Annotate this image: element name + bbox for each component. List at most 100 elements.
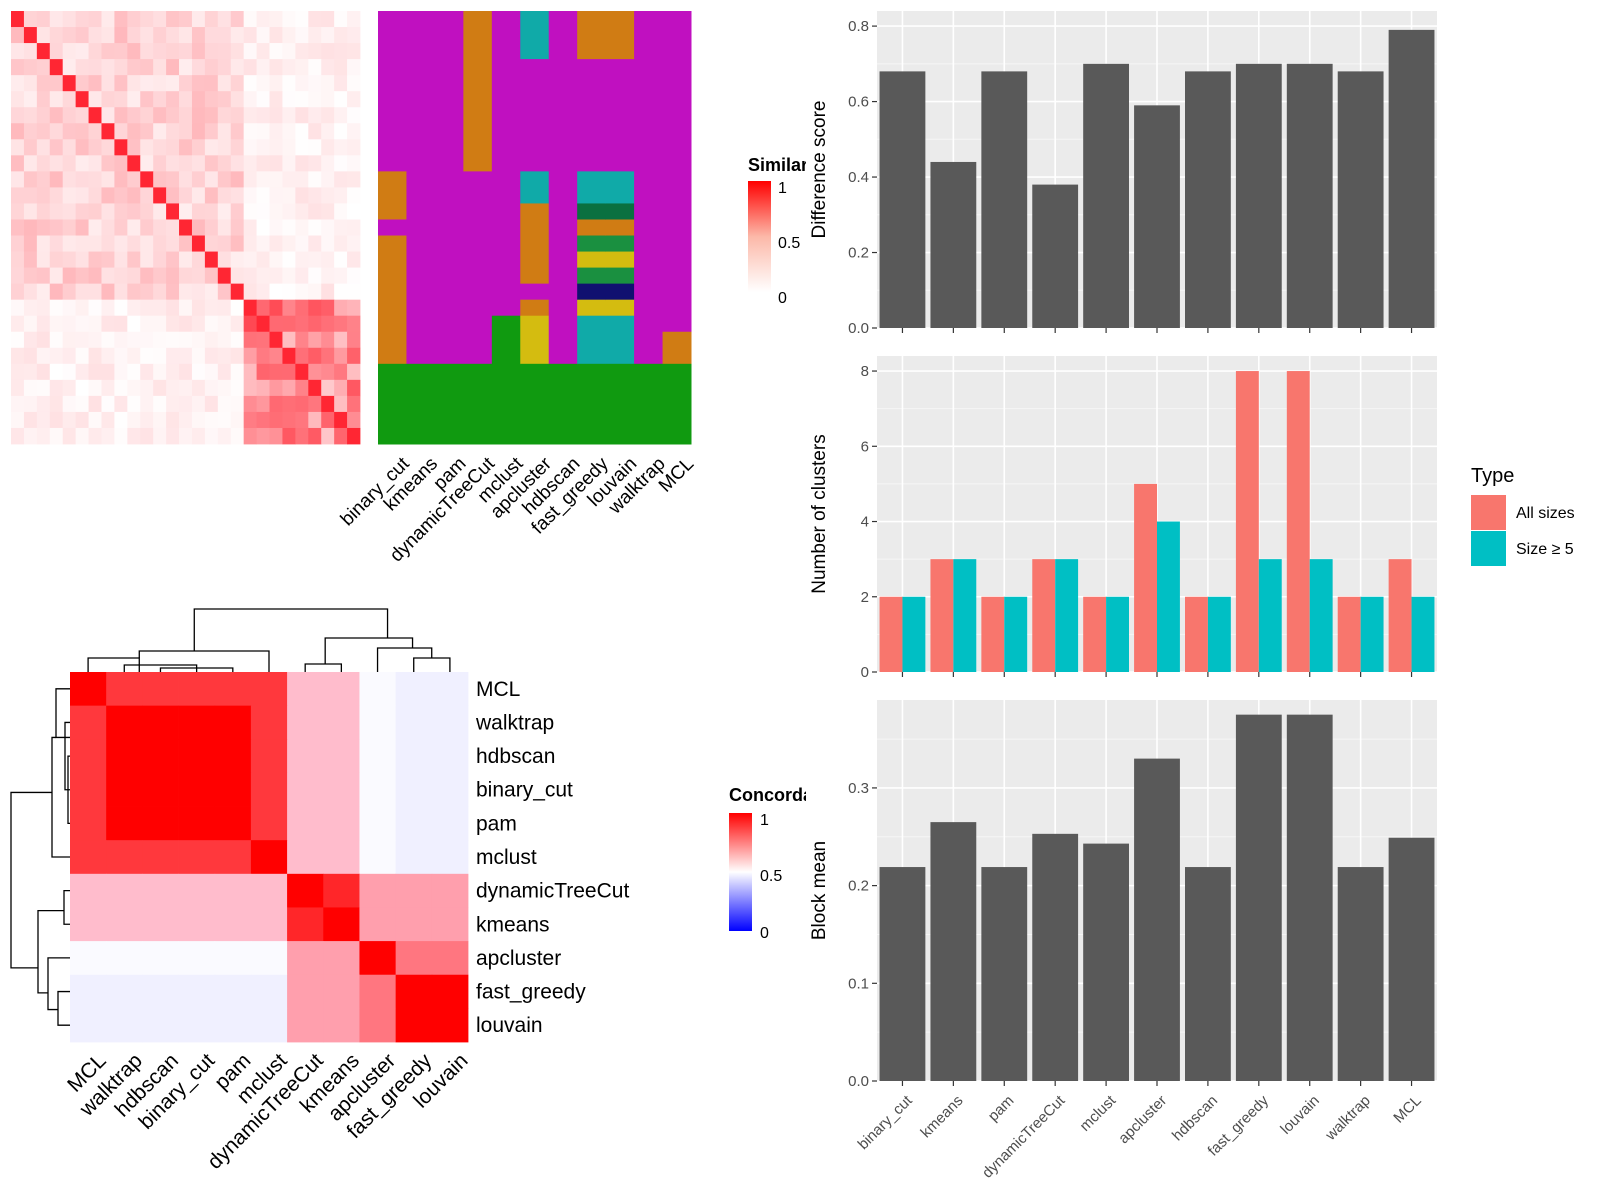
concordance-cell — [214, 873, 252, 908]
similarity-cell — [295, 363, 309, 381]
similarity-cell — [153, 43, 167, 60]
concordance-cell — [106, 672, 143, 707]
similarity-cell — [23, 411, 38, 429]
similarity-cell — [256, 427, 270, 445]
legend-title: Type — [1471, 465, 1514, 487]
class-cell — [605, 203, 635, 220]
similarity-cell — [191, 27, 206, 44]
similarity-cell — [101, 267, 115, 285]
x-tick-label: kmeans — [917, 1092, 966, 1141]
bar-all-sizes — [1032, 559, 1056, 672]
concordance-cell — [359, 739, 397, 774]
similarity-cell — [269, 75, 283, 92]
similarity-cell — [256, 395, 270, 413]
y-tick-label: 0.1 — [848, 975, 869, 992]
similarity-cell — [140, 155, 154, 172]
bar — [1286, 63, 1333, 328]
similarity-cell — [11, 187, 25, 204]
similarity-cell — [166, 363, 180, 381]
concordance-cell — [287, 739, 324, 774]
similarity-cell — [101, 395, 115, 413]
similarity-cell — [11, 395, 25, 413]
similarity-cell — [191, 379, 206, 397]
similarity-cell — [166, 187, 180, 204]
similarity-cell — [49, 171, 64, 188]
concordance-cell — [287, 672, 324, 707]
similarity-cell — [243, 347, 257, 365]
similarity-cell — [127, 203, 141, 220]
similarity-cell — [191, 187, 206, 204]
similarity-cell — [101, 315, 115, 333]
similarity-cell — [308, 427, 322, 445]
similarity-cell — [308, 203, 322, 220]
similarity-cell — [62, 315, 77, 333]
similarity-cell — [334, 251, 348, 268]
similarity-cell — [191, 315, 206, 333]
similarity-cell — [204, 267, 219, 285]
similarity-cell — [230, 379, 245, 397]
similarity-cell — [347, 123, 361, 140]
similarity-cell — [282, 315, 296, 333]
similarity-cell — [204, 59, 219, 76]
similarity-cell — [204, 331, 219, 349]
bar — [1134, 758, 1180, 1081]
similarity-cell — [114, 331, 128, 349]
similarity-cell — [23, 427, 38, 445]
concordance-cell — [287, 907, 324, 942]
bar — [1286, 714, 1333, 1081]
similarity-cell — [140, 91, 154, 108]
concordance-cell — [359, 772, 397, 807]
similarity-cell — [230, 75, 245, 92]
similarity-cell — [127, 283, 141, 301]
similarity-cell — [36, 107, 51, 124]
similarity-cell — [191, 251, 206, 268]
bar — [1185, 71, 1231, 328]
similarity-cell — [269, 203, 283, 220]
concordance-cell — [178, 705, 216, 740]
similarity-cell — [11, 283, 25, 301]
similarity-cell — [62, 299, 77, 317]
similarity-cell — [230, 219, 245, 236]
similarity-cell — [153, 267, 167, 285]
similarity-cell — [179, 395, 193, 413]
similarity-cell — [191, 283, 206, 301]
y-axis-title: Number of clusters — [809, 434, 830, 593]
similarity-legend: Similarity 1 0.5 0 — [748, 155, 806, 307]
concordance-cell — [250, 941, 288, 976]
class-cell — [577, 283, 607, 301]
similarity-cell — [269, 171, 283, 188]
similarity-cell — [204, 283, 219, 301]
similarity-cell — [334, 107, 348, 124]
similarity-cell — [179, 75, 193, 92]
concordance-cell — [431, 941, 469, 976]
bar-size-ge5 — [1207, 596, 1231, 672]
similarity-cell — [282, 43, 296, 60]
concordance-cell — [323, 772, 360, 807]
similarity-cell — [88, 43, 102, 60]
similarity-cell — [75, 347, 89, 365]
similarity-cell — [256, 219, 270, 236]
bar — [1134, 105, 1180, 328]
similarity-cell — [282, 411, 296, 429]
similarity-cell — [114, 395, 128, 413]
similarity-cell — [334, 123, 348, 140]
similarity-cell — [256, 251, 270, 268]
similarity-cell — [23, 379, 38, 397]
similarity-cell — [62, 363, 77, 381]
similarity-cell — [191, 171, 206, 188]
concordance-cell — [142, 1008, 179, 1043]
similarity-cell — [269, 283, 283, 301]
class-cell — [605, 283, 635, 301]
similarity-cell — [217, 107, 232, 124]
similarity-cell — [127, 267, 141, 285]
similarity-cell — [230, 347, 245, 365]
similarity-cell — [334, 203, 348, 220]
similarity-cell — [308, 315, 322, 333]
x-tick-label: binary_cut — [855, 1092, 917, 1154]
similarity-cell — [11, 11, 25, 28]
x-tick-label: apcluster — [1115, 1092, 1170, 1147]
similarity-cell — [166, 75, 180, 92]
concordance-cell — [431, 873, 469, 908]
